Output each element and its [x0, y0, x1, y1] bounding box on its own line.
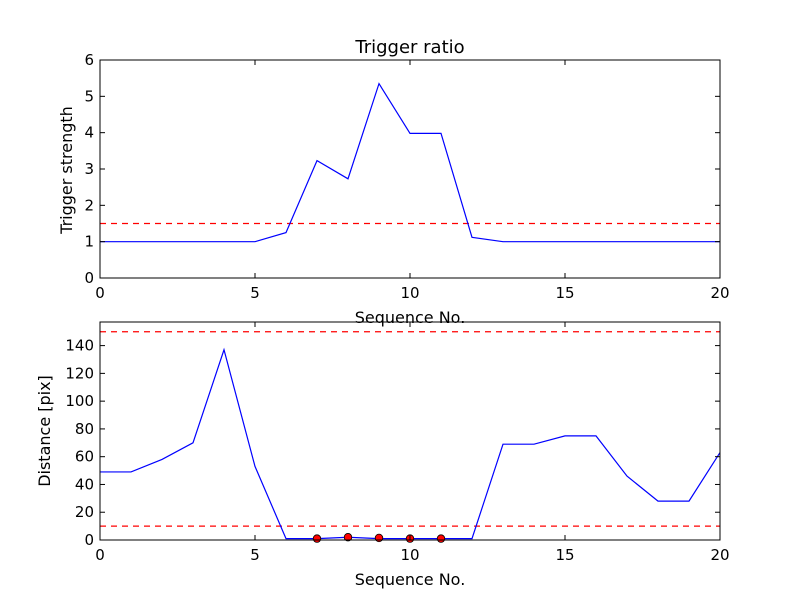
x-tick-label: 5	[250, 546, 260, 564]
data-point-marker	[436, 534, 446, 543]
y-tick-label: 5	[84, 87, 94, 105]
y-tick-label: 3	[84, 160, 94, 178]
y-axis-label: Distance [pix]	[35, 375, 54, 487]
x-tick-label: 15	[555, 546, 574, 564]
x-tick-label: 0	[95, 546, 105, 564]
y-axis-label: Trigger strength	[57, 106, 76, 235]
x-tick-label: 10	[400, 284, 419, 302]
y-tick-label: 20	[75, 503, 94, 521]
x-tick-label: 15	[555, 284, 574, 302]
data-point-marker	[374, 533, 384, 543]
data-point-marker	[312, 534, 322, 543]
y-tick-label: 1	[84, 233, 94, 251]
x-tick-label: 20	[710, 284, 729, 302]
y-tick-label: 2	[84, 196, 94, 214]
y-tick-label: 60	[75, 448, 94, 466]
y-tick-label: 40	[75, 475, 94, 493]
chart-title: Trigger ratio	[354, 37, 464, 58]
top-plot-area: 0 5 10 15 20 0 1 2 3 4 5 6	[84, 51, 729, 302]
y-tick-label: 0	[84, 531, 94, 549]
series-line	[100, 82, 720, 243]
x-tick-label: 0	[95, 284, 105, 302]
y-tick-label: 6	[84, 51, 94, 69]
bottom-plot-area: 0 5 10 15 20 0 20 40 60 80 100 120 140	[65, 321, 730, 564]
y-tick-label: 100	[65, 392, 94, 410]
y-tick-label: 80	[75, 420, 94, 438]
x-tick-label: 5	[250, 284, 260, 302]
x-axis-label: Sequence No.	[355, 570, 466, 589]
y-tick-label: 120	[65, 364, 94, 382]
x-tick-label: 10	[400, 546, 419, 564]
y-tick-label: 0	[84, 269, 94, 287]
y-tick-label: 4	[84, 124, 94, 142]
data-point-marker	[343, 533, 353, 542]
x-tick-label: 20	[710, 546, 729, 564]
y-tick-label: 140	[65, 337, 94, 355]
